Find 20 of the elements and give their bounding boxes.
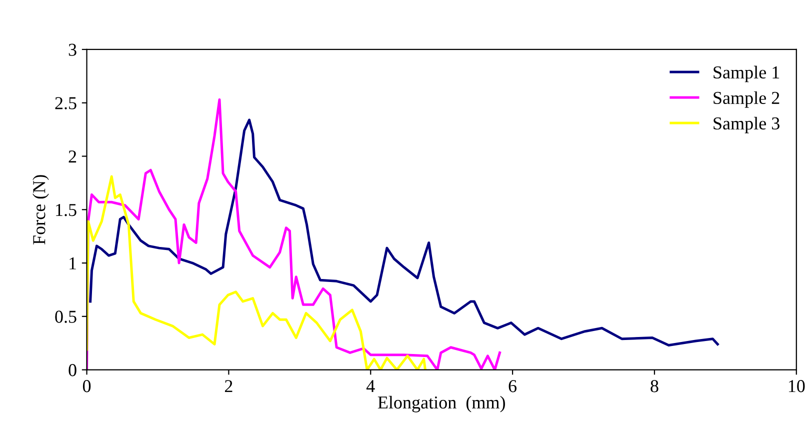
legend-label: Sample 2 [714,91,780,108]
y-tick-label: 0.5 [55,310,76,323]
y-tick-label: 2 [68,150,76,162]
line-series [86,98,502,370]
legend-label: Sample 3 [714,116,780,134]
x-tick-label: 6 [508,380,517,392]
x-tick-label: 8 [650,380,658,392]
y-tick-label: 1.5 [56,204,76,216]
y-tick-label: 2.5 [55,97,76,110]
y-tick-label: 3 [68,44,76,56]
x-tick-label: 4 [366,380,375,392]
line-series [86,175,427,370]
y-tick-label: 1 [70,257,76,270]
x-tick-label: 0 [82,380,91,392]
y-axis-title: Force (N) [32,175,49,244]
legend-label: Sample 1 [714,66,780,82]
x-axis-title: Elongation (mm) [378,396,505,412]
y-tick-label: 0 [68,364,76,376]
x-tick-label: 10 [788,380,805,392]
x-tick-label: 2 [224,380,232,392]
